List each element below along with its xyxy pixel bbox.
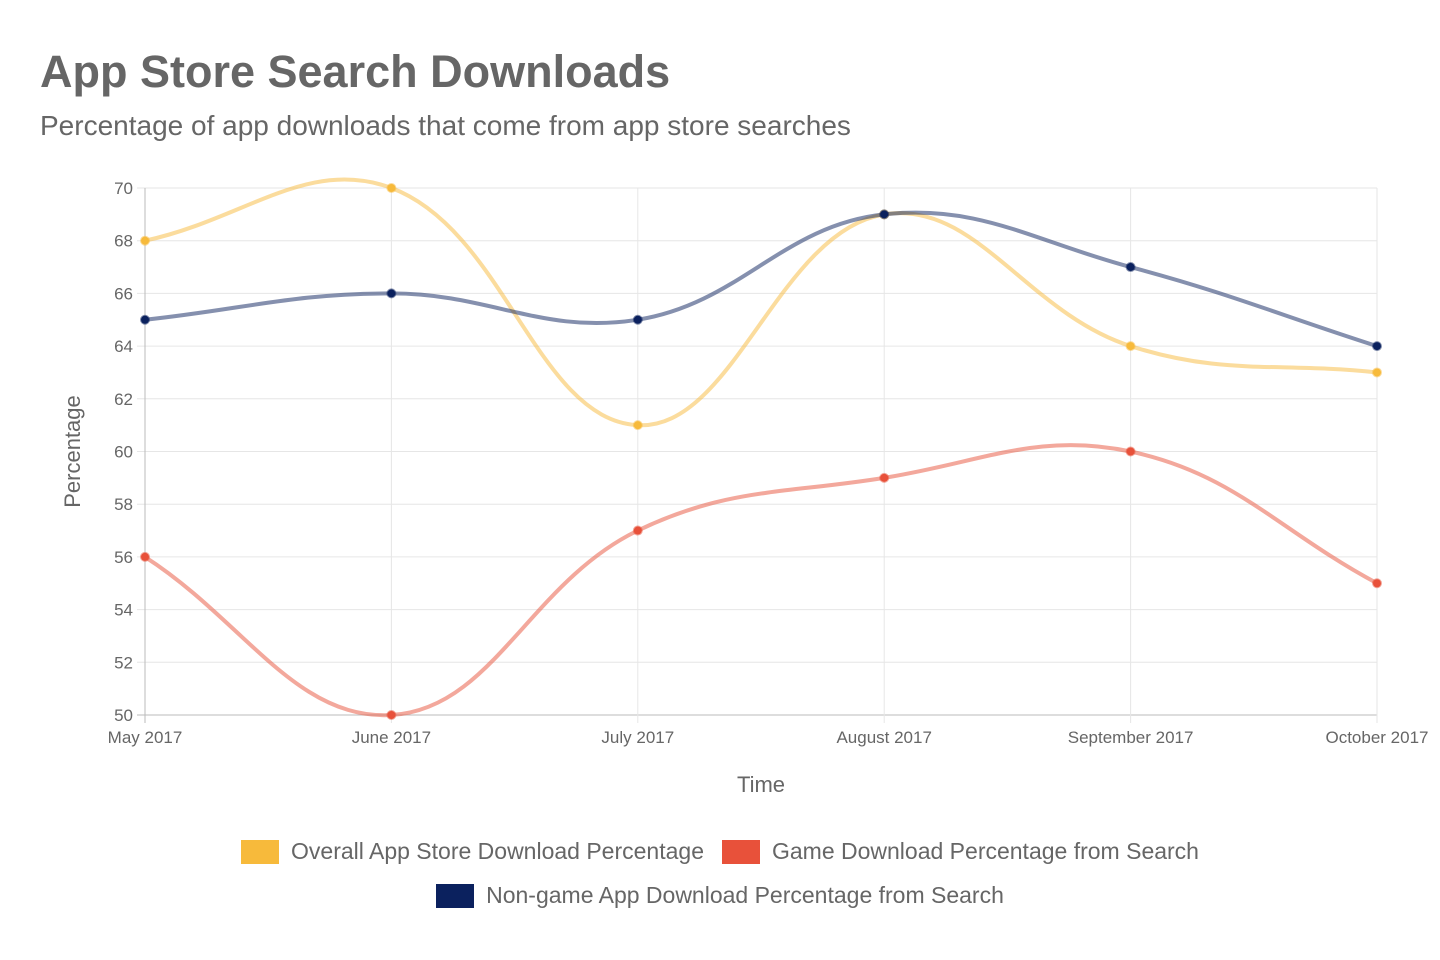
x-tick-label: June 2017 [352,728,431,747]
y-tick-label: 56 [114,548,133,567]
series-line [144,210,1378,349]
y-tick-label: 68 [114,232,133,251]
y-tick-label: 50 [114,706,133,725]
data-point [632,525,643,536]
data-point [632,314,643,325]
legend-item-overall[interactable]: Overall App Store Download Percentage [241,838,704,865]
legend-row-2: Non-game App Download Percentage from Se… [0,882,1440,909]
data-point [1372,578,1382,589]
legend-swatch [241,839,280,864]
x-tick-label: July 2017 [601,728,674,747]
series-line [144,177,1378,428]
data-point [386,288,397,299]
data-point [1372,367,1382,378]
y-tick-label: 58 [114,495,133,514]
data-point [1125,446,1136,457]
legend-swatch [436,883,475,908]
data-point [1125,262,1136,273]
x-tick-label: September 2017 [1068,728,1194,747]
x-tick-label: August 2017 [836,728,931,747]
x-tick-label: May 2017 [108,728,183,747]
legend-item-non-game[interactable]: Non-game App Download Percentage from Se… [436,882,1004,909]
legend-label: Overall App Store Download Percentage [291,838,704,864]
y-tick-label: 70 [114,179,133,198]
y-tick-label: 60 [114,443,133,462]
chart-title: App Store Search Downloads [40,46,671,97]
legend-label: Non-game App Download Percentage from Se… [486,882,1004,908]
chart-subtitle: Percentage of app downloads that come fr… [40,110,851,141]
y-tick-label: 52 [114,653,133,672]
y-axis-title: Percentage [60,395,85,508]
data-point [386,710,397,720]
data-point [140,551,150,562]
y-tick-label: 64 [114,337,133,356]
data-point [632,420,643,431]
y-tick-label: 66 [114,284,133,303]
y-tick-label: 62 [114,390,133,409]
legend-item-game[interactable]: Game Download Percentage from Search [721,838,1199,865]
legend-label: Game Download Percentage from Search [771,838,1199,864]
series-line [143,443,1378,718]
data-point [140,314,150,325]
x-tick-label: October 2017 [1325,728,1428,747]
data-point [1125,341,1136,352]
y-tick-label: 54 [114,601,133,620]
legend-row-1: Overall App Store Download Percentage Ga… [0,838,1440,865]
data-point [1372,341,1382,352]
data-point [879,209,890,220]
data-point [140,235,150,246]
data-point [879,472,890,483]
legend-swatch [721,839,760,864]
data-point [386,183,397,193]
x-axis-title: Time [737,772,785,797]
